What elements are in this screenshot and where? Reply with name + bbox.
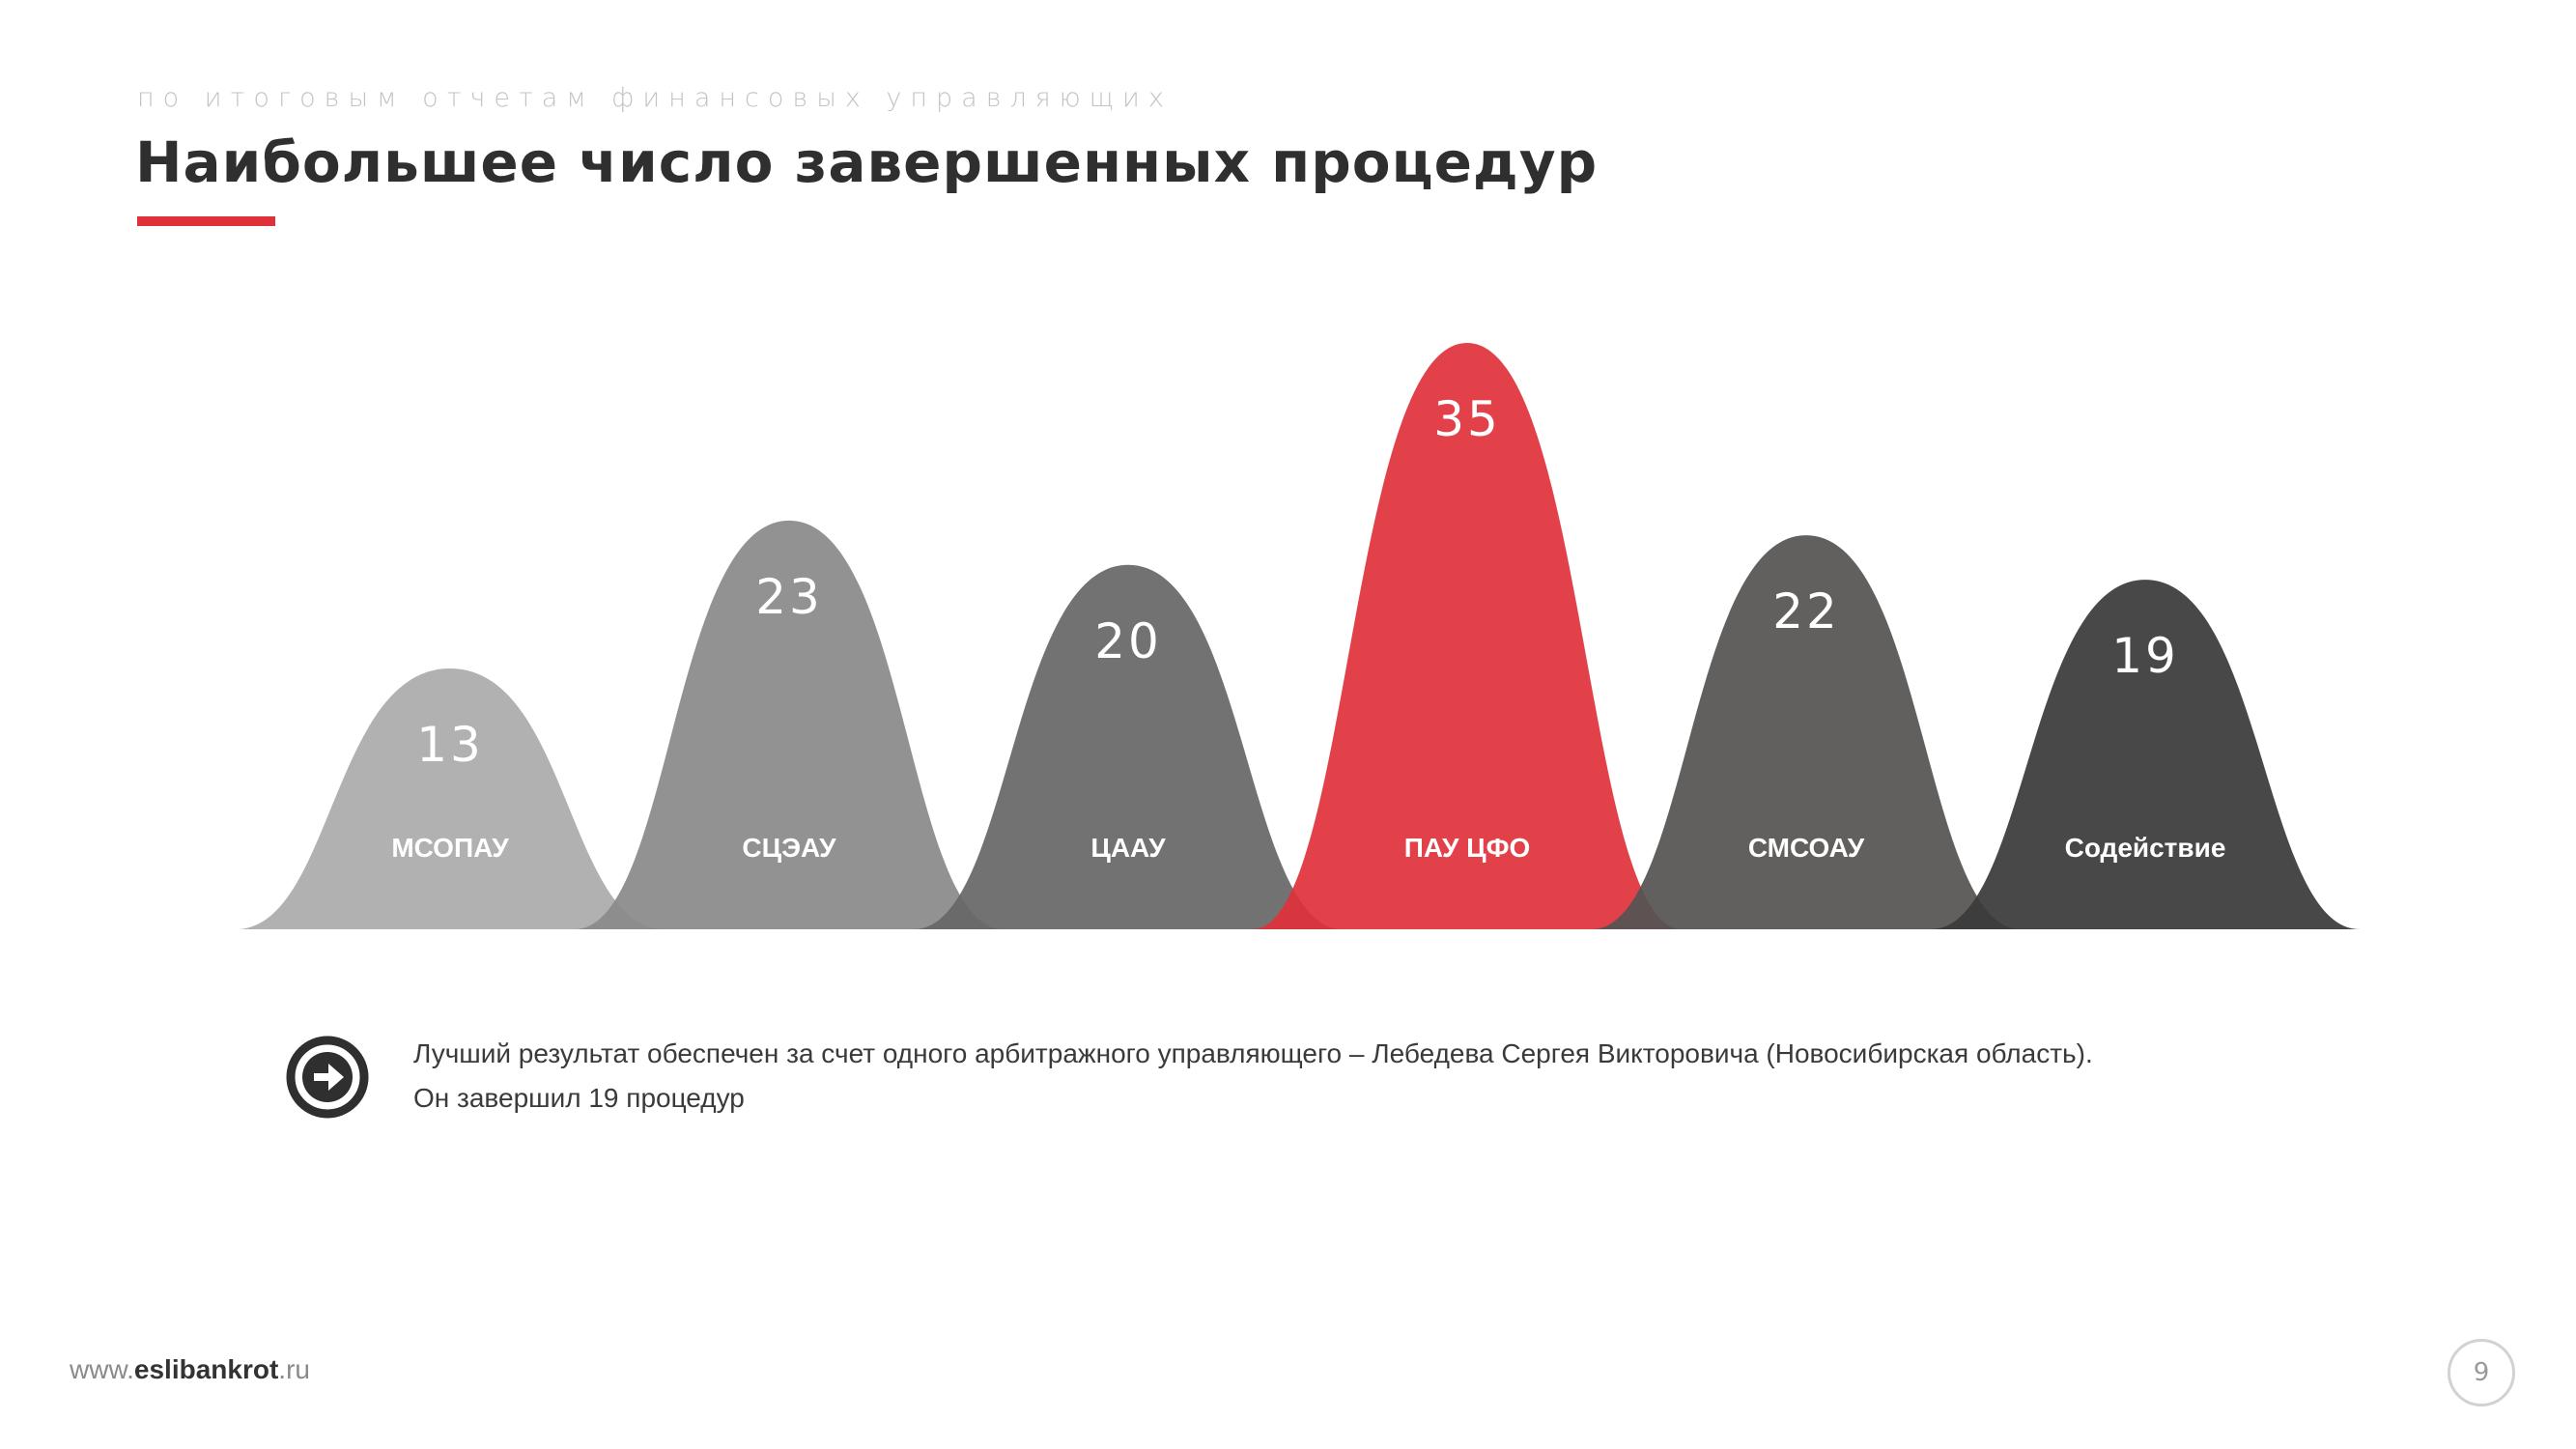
peak-3 bbox=[914, 564, 1343, 929]
category-label-1: МСОПАУ bbox=[391, 833, 509, 863]
peak-2 bbox=[575, 520, 1004, 929]
title-underline bbox=[137, 216, 275, 226]
value-label-1: 13 bbox=[416, 717, 484, 773]
value-label-4: 35 bbox=[1433, 391, 1501, 447]
slide-subtitle: по итоговым отчетам финансовых управляющ… bbox=[137, 83, 1173, 113]
category-label-2: СЦЭАУ bbox=[742, 833, 836, 863]
note-line-2: Он завершил 19 процедур bbox=[413, 1083, 745, 1113]
arrow-right-circle-icon bbox=[286, 1036, 369, 1119]
category-label-3: ЦААУ bbox=[1090, 833, 1166, 863]
peak-5 bbox=[1592, 535, 2021, 929]
note-text: Лучший результат обеспечен за счет одног… bbox=[413, 1032, 2093, 1121]
footer-site-link[interactable]: www.eslibankrot.ru bbox=[70, 1354, 310, 1385]
peak-6 bbox=[1931, 580, 2360, 929]
peak-1 bbox=[236, 668, 665, 929]
site-suffix: .ru bbox=[278, 1354, 310, 1384]
site-prefix: www. bbox=[70, 1354, 134, 1384]
category-label-5: СМСОАУ bbox=[1748, 833, 1865, 863]
site-brand: eslibankrot bbox=[133, 1354, 279, 1384]
chart-peaks: 13 МСОПАУ 23 СЦЭАУ 20 ЦААУ 35 ПАУ ЦФО 22 СМСОАУ 19… bbox=[236, 343, 2360, 929]
page-number: 9 bbox=[2448, 1339, 2515, 1406]
slide-title: Наибольшее число завершенных процедур bbox=[135, 129, 1599, 195]
category-label-4: ПАУ ЦФО bbox=[1404, 833, 1531, 863]
note-line-1: Лучший результат обеспечен за счет одног… bbox=[413, 1038, 2093, 1068]
category-label-6: Содействие bbox=[2065, 833, 2226, 863]
value-label-2: 23 bbox=[755, 569, 823, 625]
peak-4 bbox=[1253, 343, 1682, 929]
value-label-6: 19 bbox=[2111, 628, 2179, 684]
value-label-3: 20 bbox=[1094, 613, 1162, 669]
value-label-5: 22 bbox=[1772, 583, 1840, 639]
